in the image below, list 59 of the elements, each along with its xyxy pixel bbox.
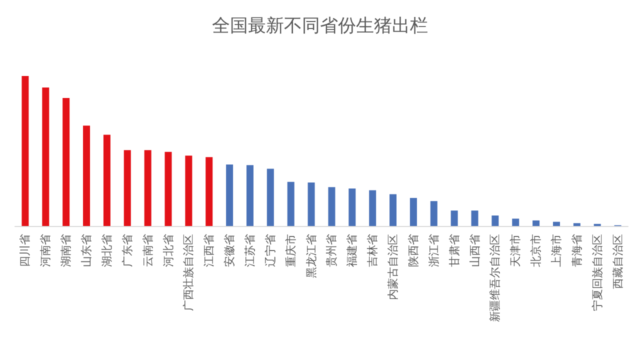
x-tick-label: 四川省 [18, 234, 32, 267]
x-tick-label: 湖南省 [60, 234, 73, 267]
bar [42, 88, 50, 226]
x-tick-label: 青海省 [570, 234, 584, 267]
bar [266, 168, 274, 226]
bar [328, 187, 336, 226]
x-tick-label: 陕西省 [406, 234, 420, 267]
x-tick-label: 贵州省 [325, 234, 338, 267]
bar [103, 134, 110, 226]
bar [430, 201, 438, 226]
chart-title: 全国最新不同省份生猪出栏 [212, 16, 428, 36]
x-tick-label: 内蒙古自治区 [386, 234, 400, 300]
x-tick-label: 安徽省 [223, 234, 236, 267]
x-tick-label: 黑龙江省 [304, 234, 318, 278]
x-tick-label: 江西省 [202, 234, 216, 267]
x-tick-label: 广西壮族自治区 [182, 234, 196, 311]
bar [492, 216, 499, 226]
bar [62, 98, 70, 226]
bar [124, 150, 131, 226]
bar [369, 190, 376, 226]
x-tick-label: 辽宁省 [264, 234, 277, 267]
x-tick-label: 北京市 [530, 234, 543, 267]
x-tick-label: 天津市 [509, 234, 522, 267]
bar [22, 76, 29, 226]
x-tick-label: 甘肃省 [448, 234, 461, 267]
x-tick-label: 云南省 [141, 234, 154, 267]
x-tick-label: 宁夏回族自治区 [590, 234, 604, 311]
bar [532, 220, 540, 226]
bar [552, 222, 560, 226]
bar [164, 152, 172, 226]
x-tick-label: 山东省 [80, 234, 94, 267]
x-tick-label: 广东省 [120, 234, 134, 267]
bar [471, 210, 478, 226]
bar [144, 150, 152, 226]
bar [246, 165, 254, 226]
bar [410, 198, 417, 226]
x-tick-label: 河北省 [162, 234, 175, 267]
bar [185, 156, 192, 226]
x-tick-label: 西藏自治区 [611, 234, 624, 289]
x-tick-label: 山西省 [468, 234, 482, 267]
x-tick-label: 江苏省 [243, 234, 256, 267]
x-tick-label: 重庆市 [284, 234, 298, 267]
x-tick-label: 吉林省 [366, 234, 380, 267]
bar [450, 210, 458, 226]
bar [512, 218, 520, 226]
bar [390, 194, 397, 226]
bar [348, 188, 356, 226]
bar [287, 182, 294, 226]
x-tick-label: 福建省 [346, 234, 359, 267]
bar [206, 157, 213, 226]
bar [573, 223, 580, 226]
bar [226, 164, 234, 226]
bar [83, 126, 90, 226]
x-tick-label: 新疆维吾尔自治区 [488, 234, 502, 322]
x-tick-label: 河南省 [39, 234, 52, 267]
x-tick-label: 湖北省 [100, 234, 114, 267]
x-tick-label: 浙江省 [427, 234, 440, 267]
bar [308, 182, 315, 226]
x-tick-label: 上海市 [550, 234, 563, 267]
